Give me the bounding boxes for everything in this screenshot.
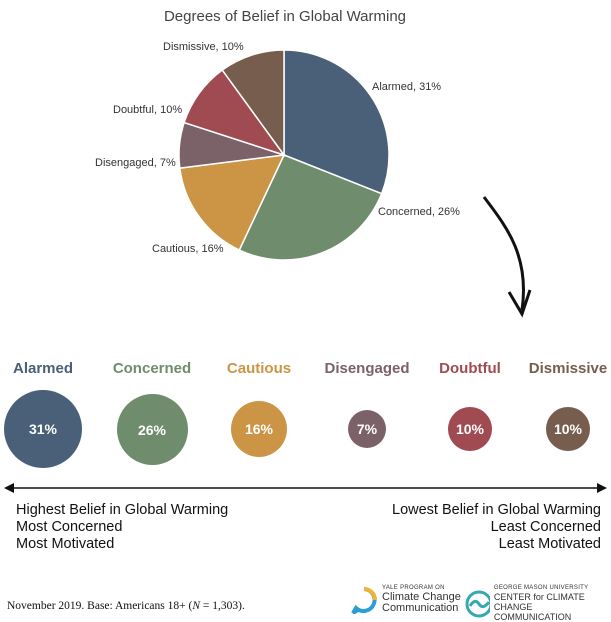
segments-row: Alarmed 31% Concerned 26% Cautious 16% D…	[0, 360, 611, 470]
segment-name: Dismissive	[528, 360, 608, 377]
yale-logo: YALE PROGRAM ON Climate Change Communica…	[350, 585, 461, 614]
left-description: Highest Belief in Global Warming Most Co…	[16, 502, 228, 553]
left-line-2: Most Concerned	[16, 519, 123, 535]
pie-slice-concerned	[238, 154, 383, 261]
segment-cautious: Cautious 16%	[199, 360, 319, 457]
down-arrow-icon	[482, 196, 525, 311]
segment-name: Alarmed	[12, 360, 74, 377]
down-arrow-head-icon	[507, 289, 532, 318]
segment-circle: 10%	[448, 407, 492, 451]
right-arrow-icon	[597, 483, 607, 493]
segment-pct: 26%	[137, 421, 167, 438]
double-arrow-axis	[4, 483, 607, 493]
segment-name: Doubtful	[439, 360, 501, 377]
segment-doubtful: Doubtful 10%	[410, 360, 530, 451]
pie-slice-cautious	[178, 154, 286, 252]
pie-label-alarmed: Alarmed, 31%	[372, 81, 441, 93]
wave-circle-icon	[465, 590, 490, 617]
segment-name: Cautious	[226, 360, 292, 377]
right-line-3: Least Motivated	[498, 536, 601, 552]
pie-label-doubtful: Doubtful, 10%	[113, 104, 182, 116]
segment-name: Concerned	[112, 360, 192, 377]
segment-pct: 31%	[28, 421, 58, 437]
pie-label-concerned: Concerned, 26%	[378, 206, 460, 218]
pie-labels: Alarmed, 31% Concerned, 26% Cautious, 16% D…	[95, 41, 460, 255]
left-line-3: Most Motivated	[16, 536, 115, 552]
left-line-1: Highest Belief in Global Warming	[16, 502, 229, 518]
gmu-logo: GEORGE MASON UNIVERSITY CENTER for CLIMA…	[465, 585, 611, 622]
left-arrow-icon	[4, 483, 14, 493]
pie-slices	[178, 49, 390, 261]
segment-pct: 10%	[553, 421, 583, 437]
segment-disengaged: Disengaged 7%	[307, 360, 427, 448]
right-description: Lowest Belief in Global Warming Least Co…	[392, 502, 601, 553]
speech-bubble-icon	[351, 586, 377, 614]
pie-slice-alarmed	[283, 49, 390, 195]
segment-dismissive: Dismissive 10%	[508, 360, 611, 451]
segment-circle: 26%	[116, 394, 188, 465]
pie-slice-dismissive	[221, 49, 285, 158]
segment-pct: 10%	[455, 421, 485, 437]
pie-chart: Alarmed, 31% Concerned, 26% Cautious, 16% D…	[95, 41, 532, 318]
segment-circle: 10%	[546, 407, 590, 451]
segment-name: Disengaged	[324, 360, 410, 377]
pie-label-cautious: Cautious, 16%	[152, 243, 224, 255]
segment-pct: 16%	[244, 421, 274, 437]
segment-circle: 7%	[348, 410, 386, 448]
pie-label-dismissive: Dismissive, 10%	[163, 41, 244, 53]
footnote: November 2019. Base: Americans 18+ (N = …	[7, 600, 245, 612]
segment-concerned: Concerned 26%	[92, 360, 212, 465]
segment-pct: 7%	[356, 421, 378, 437]
segment-circle: 16%	[231, 401, 287, 457]
right-line-2: Least Concerned	[490, 519, 601, 535]
segment-circle: 31%	[4, 390, 82, 468]
chart-title: Degrees of Belief in Global Warming	[163, 8, 407, 25]
pie-label-disengaged: Disengaged, 7%	[95, 157, 176, 169]
segment-alarmed: Alarmed 31%	[0, 360, 103, 468]
right-line-1: Lowest Belief in Global Warming	[392, 502, 601, 518]
